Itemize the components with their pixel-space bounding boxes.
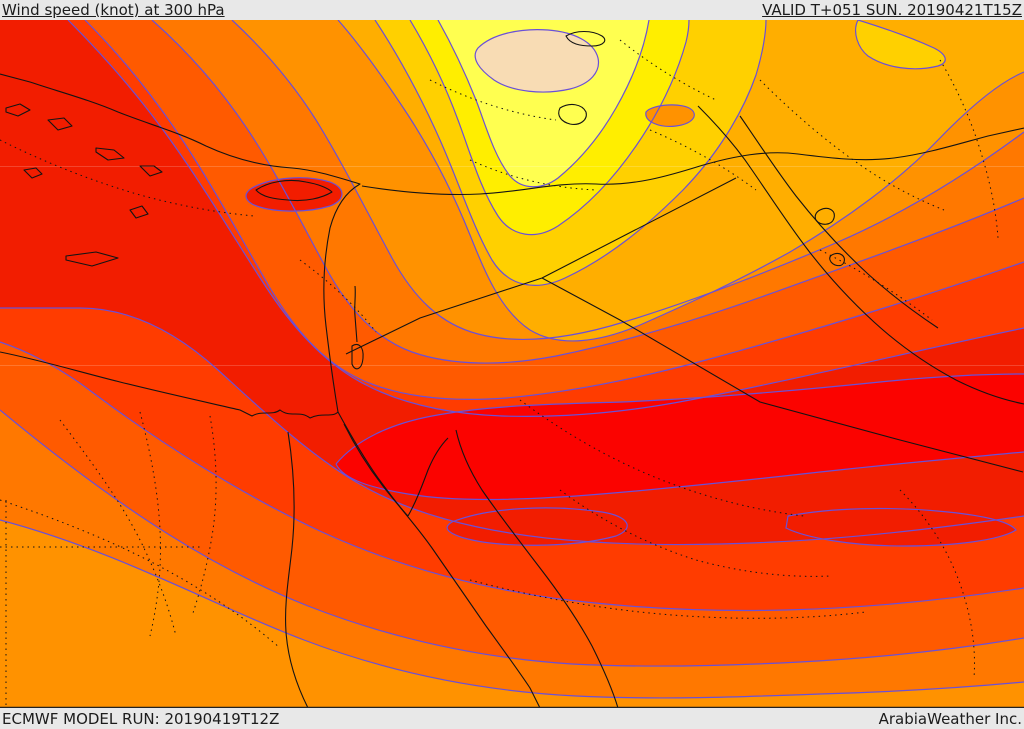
footer-bar: ECMWF MODEL RUN: 20190419T12Z ArabiaWeat… bbox=[0, 708, 1024, 729]
admin-boundary bbox=[59, 419, 177, 637]
admin-boundary bbox=[429, 79, 557, 121]
contour-line bbox=[474, 29, 600, 93]
iraq-lakes bbox=[814, 207, 845, 267]
model-run-label: ECMWF MODEL RUN: 20190419T12Z bbox=[2, 709, 280, 728]
contour-line bbox=[67, 20, 1024, 417]
contour-line bbox=[446, 507, 628, 546]
credit-label: ArabiaWeather Inc. bbox=[878, 709, 1022, 728]
admin-boundary bbox=[939, 59, 999, 239]
wind-patch-cyprus-red bbox=[246, 177, 342, 212]
sinai-east-coast-gulf-of-aqaba bbox=[407, 437, 449, 517]
contour-line bbox=[409, 20, 690, 236]
wind-patch-south-red-2 bbox=[786, 508, 1016, 546]
country-borders bbox=[345, 127, 1024, 473]
aegean-islands bbox=[5, 103, 163, 267]
admin-boundary bbox=[819, 249, 933, 321]
wind-bands bbox=[0, 20, 1024, 708]
contour-line bbox=[437, 20, 650, 188]
tigris-river bbox=[739, 115, 939, 329]
map-title: Wind speed (knot) at 300 hPa bbox=[2, 1, 225, 19]
coastlines bbox=[0, 30, 1024, 708]
dead-sea-and-jordan-river bbox=[351, 285, 364, 370]
contour-line bbox=[0, 519, 1024, 699]
contour-line bbox=[231, 20, 1024, 340]
admin-boundaries bbox=[0, 39, 999, 708]
border-jordan-saudi bbox=[345, 277, 543, 355]
contour-line bbox=[337, 20, 1024, 342]
wind-patch-gold-corner bbox=[855, 20, 946, 69]
border-turkey-syria-iraq-iran bbox=[361, 127, 1024, 196]
admin-boundary bbox=[619, 39, 717, 101]
contour-line bbox=[335, 373, 1024, 501]
turkey-lakes bbox=[558, 30, 606, 125]
wind-band-0-minimum bbox=[475, 29, 599, 92]
admin-boundary bbox=[299, 259, 377, 333]
map-area bbox=[0, 20, 1024, 708]
border-syria-iraq bbox=[541, 177, 737, 279]
arabia-red-sea-coast bbox=[455, 429, 619, 708]
admin-boundary bbox=[649, 129, 757, 191]
contour-line bbox=[0, 307, 1024, 546]
isotach-contours bbox=[0, 20, 1024, 699]
admin-boundary bbox=[0, 499, 281, 649]
contour-line bbox=[785, 507, 1017, 547]
admin-boundary bbox=[469, 159, 597, 191]
admin-boundary bbox=[469, 579, 867, 619]
contour-line bbox=[645, 104, 695, 127]
contour-line bbox=[855, 20, 946, 70]
header-bar: Wind speed (knot) at 300 hPa VALID T+051… bbox=[0, 0, 1024, 20]
border-saudi-iraq bbox=[541, 277, 1024, 473]
egypt-red-sea-coast bbox=[343, 423, 541, 708]
contour-line bbox=[0, 341, 1024, 612]
wind-patch-south-red-1 bbox=[447, 507, 628, 546]
contour-line bbox=[0, 409, 1024, 667]
euphrates-river bbox=[697, 105, 1024, 405]
mediterranean-coastline bbox=[0, 73, 361, 419]
admin-boundary bbox=[559, 489, 831, 577]
contour-line bbox=[84, 20, 1024, 401]
nile-river bbox=[285, 431, 309, 708]
wind-speed-map bbox=[0, 20, 1024, 708]
contour-line bbox=[374, 20, 767, 286]
contour-line bbox=[151, 20, 1024, 364]
cyprus-island bbox=[255, 179, 333, 202]
contour-line bbox=[245, 177, 343, 212]
valid-time-label: VALID T+051 SUN. 20190421T15Z bbox=[762, 1, 1022, 19]
